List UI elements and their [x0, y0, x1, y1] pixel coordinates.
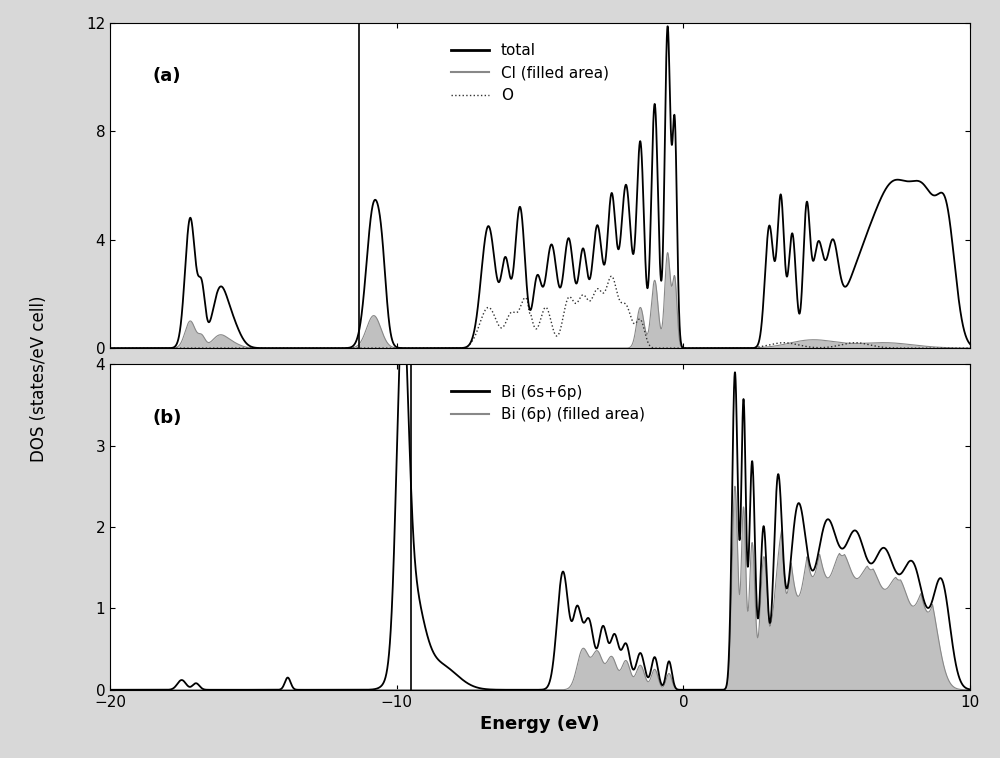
- Text: (b): (b): [153, 409, 182, 427]
- Text: (a): (a): [153, 67, 182, 86]
- Legend: total, Cl (filled area), O: total, Cl (filled area), O: [444, 37, 615, 109]
- Text: DOS (states/eV cell): DOS (states/eV cell): [30, 296, 48, 462]
- X-axis label: Energy (eV): Energy (eV): [480, 716, 600, 733]
- Legend: Bi (6s+6p), Bi (6p) (filled area): Bi (6s+6p), Bi (6p) (filled area): [444, 378, 651, 428]
